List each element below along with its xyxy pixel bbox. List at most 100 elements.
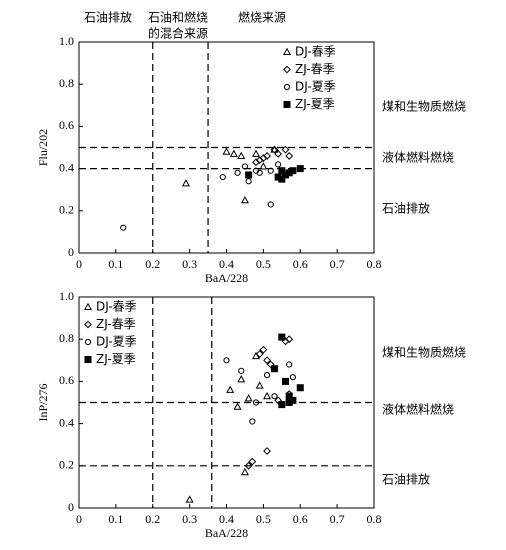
point — [286, 361, 293, 368]
y-axis-label: Flu/202 — [36, 129, 50, 166]
legend-marker — [84, 356, 92, 363]
x-tick-label: 0.8 — [367, 512, 382, 526]
point — [219, 173, 226, 181]
point — [259, 162, 268, 170]
point — [271, 393, 278, 400]
y-axis-label: InP/276 — [36, 383, 50, 421]
region-label: 液体燃料燃烧 — [382, 402, 454, 417]
point — [282, 377, 289, 385]
legend-label: DJ-春季 — [295, 45, 336, 59]
legend-label: ZJ-夏季 — [295, 97, 335, 111]
legend-label: ZJ-春季 — [96, 317, 136, 331]
point — [285, 335, 294, 344]
x-tick-label: 0 — [76, 512, 82, 526]
region-label: 煤和生物质燃烧 — [382, 345, 466, 360]
point — [185, 495, 194, 503]
x-tick-label: 0.6 — [293, 512, 308, 526]
y-tick-label: 0.6 — [59, 373, 74, 387]
point — [263, 447, 271, 455]
x-tick-label: 0.4 — [219, 257, 234, 271]
legend-label: ZJ-春季 — [295, 62, 335, 76]
point — [255, 381, 264, 389]
x-tick-label: 0.8 — [367, 257, 382, 271]
region-label: 液体燃料燃烧 — [382, 150, 454, 165]
y-tick-label: 0 — [68, 245, 74, 259]
y-tick-label: 0.8 — [59, 331, 74, 345]
x-tick-label: 0.1 — [108, 512, 123, 526]
y-tick-label: 0.2 — [59, 203, 74, 217]
legend-marker — [282, 47, 292, 56]
x-tick-label: 0.2 — [145, 257, 160, 271]
x-axis-label: BaA/228 — [205, 526, 248, 540]
y-tick-label: 0.8 — [59, 76, 74, 90]
region-label: 石油排放 — [84, 10, 132, 25]
x-tick-label: 0.7 — [330, 257, 345, 271]
point — [263, 371, 271, 379]
region-label: 石油排放 — [382, 201, 430, 216]
x-tick-label: 0.5 — [256, 257, 271, 271]
point — [256, 169, 263, 176]
point — [278, 401, 286, 409]
point — [285, 152, 294, 160]
x-tick-label: 0.6 — [293, 257, 308, 271]
point — [240, 467, 249, 476]
point — [222, 147, 231, 155]
point — [296, 384, 304, 392]
y-tick-label: 1.0 — [59, 289, 74, 303]
point — [226, 385, 235, 393]
point — [266, 360, 275, 369]
point — [244, 461, 253, 470]
point — [252, 399, 260, 406]
point — [263, 152, 271, 160]
x-tick-label: 0.3 — [182, 512, 197, 526]
legend-marker — [83, 302, 93, 311]
point — [270, 365, 278, 373]
point — [244, 394, 253, 402]
y-tick-label: 0.6 — [59, 118, 74, 132]
point — [237, 151, 246, 159]
point — [245, 171, 253, 179]
point — [181, 179, 190, 187]
region-label: 煤和生物质燃烧 — [382, 99, 466, 114]
point — [245, 178, 252, 185]
region-label: 石油排放 — [382, 472, 430, 487]
point — [223, 357, 230, 364]
point — [251, 149, 261, 157]
point — [281, 145, 290, 154]
point — [275, 161, 282, 168]
x-tick-label: 0.1 — [108, 257, 123, 271]
point — [278, 167, 286, 175]
point — [263, 356, 271, 365]
point — [240, 196, 249, 204]
point — [248, 457, 257, 466]
x-axis-label: BaA/228 — [205, 271, 248, 285]
point — [267, 201, 274, 208]
y-tick-label: 0.4 — [59, 160, 74, 174]
x-tick-label: 0.2 — [145, 512, 160, 526]
legend-label: DJ-夏季 — [295, 80, 336, 94]
point — [259, 345, 268, 354]
point — [229, 149, 238, 157]
x-tick-label: 0.3 — [182, 257, 197, 271]
point — [278, 333, 286, 341]
legend-label: DJ-夏季 — [96, 335, 137, 349]
x-tick-label: 0.7 — [330, 512, 345, 526]
point — [234, 169, 241, 176]
y-tick-label: 0 — [68, 500, 74, 514]
point — [285, 399, 293, 406]
point — [255, 350, 264, 358]
point — [263, 391, 272, 400]
x-tick-label: 0.4 — [219, 512, 234, 526]
point — [237, 375, 246, 383]
legend-marker — [283, 65, 291, 74]
legend-marker — [283, 83, 291, 91]
region-label: 石油和燃烧 — [148, 10, 208, 25]
point — [289, 167, 297, 175]
region-label: 的混合来源 — [148, 26, 208, 41]
point — [289, 374, 296, 381]
y-tick-label: 0.4 — [59, 415, 74, 429]
point — [238, 367, 245, 374]
point — [278, 175, 286, 183]
point — [274, 149, 283, 158]
